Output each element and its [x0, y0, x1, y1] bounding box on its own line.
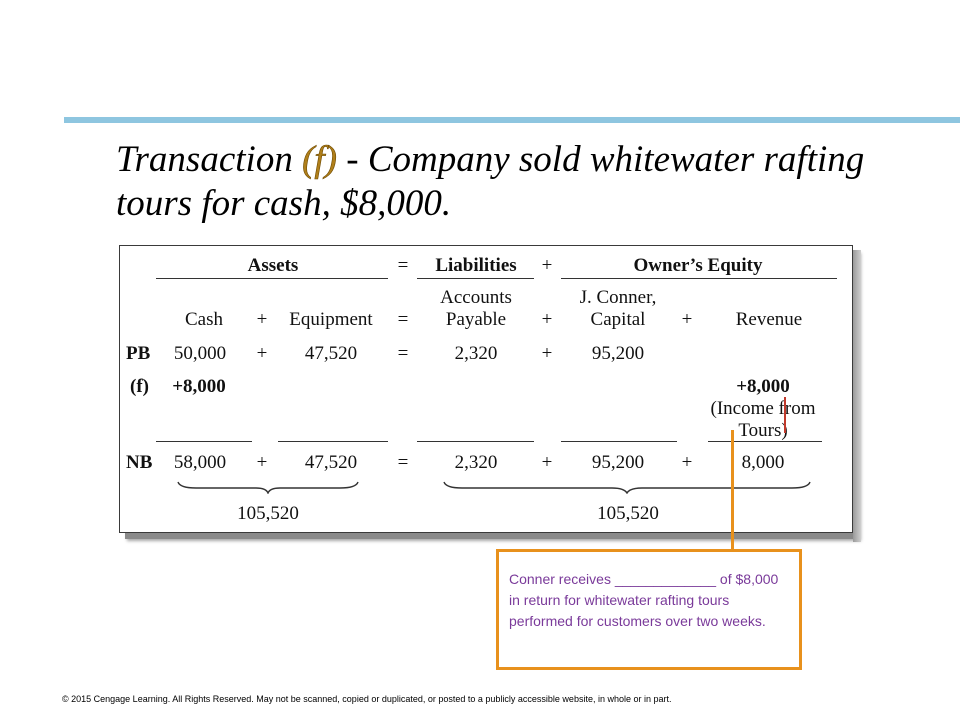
total-assets: 105,520 [237, 503, 299, 524]
rule-assets [156, 278, 388, 279]
nb-capital: 95,200 [591, 452, 645, 473]
liabilities-equity-total-brace [443, 481, 811, 494]
callout-note-text: Conner receives _____________ of $8,000 … [509, 571, 779, 629]
callout-leader-line [731, 430, 734, 552]
panel-shadow [853, 250, 861, 542]
title-prefix: Transaction [116, 139, 293, 180]
header-plus: + [541, 255, 553, 276]
callout-note: Conner receives _____________ of $8,000 … [496, 549, 802, 670]
f-revenue-increase: +8,000 [736, 376, 790, 397]
rule-nb-revenue [708, 441, 822, 442]
accounting-equation-panel: Assets = Liabilities + Owner’s Equity Ca… [119, 245, 861, 542]
title-rest: - Company sold whitewater rafting tours … [116, 139, 865, 224]
assets-total-brace [177, 481, 359, 494]
col-plus-1: + [256, 309, 268, 330]
nb-plus-2: + [541, 452, 553, 473]
col-equals: = [397, 309, 409, 330]
nb-plus-1: + [256, 452, 268, 473]
title-divider [64, 117, 960, 123]
header-assets: Assets [247, 255, 299, 276]
revenue-highlight-marker [780, 397, 786, 433]
col-cash: Cash [185, 309, 223, 330]
header-liabilities: Liabilities [435, 255, 517, 276]
pb-equals: = [397, 343, 409, 364]
f-revenue-note-line2: Tours) [738, 420, 788, 441]
nb-plus-3: + [681, 452, 693, 473]
f-cash-increase: +8,000 [172, 376, 226, 397]
slide-title: Transaction (f) - Company sold whitewate… [116, 138, 916, 226]
pb-plus-2: + [541, 343, 553, 364]
rule-equity [561, 278, 837, 279]
f-revenue-note-line1: (Income from [710, 398, 816, 419]
pb-capital: 95,200 [591, 343, 645, 364]
col-plus-3: + [681, 309, 693, 330]
rule-nb-cash [156, 441, 252, 442]
header-equals: = [397, 255, 409, 276]
col-accounts-line1: Accounts [440, 287, 512, 308]
rule-liabilities [417, 278, 534, 279]
col-plus-2: + [541, 309, 553, 330]
pb-accounts-payable: 2,320 [454, 343, 498, 364]
col-equipment: Equipment [289, 309, 373, 330]
col-revenue: Revenue [735, 309, 803, 330]
rule-nb-ap [417, 441, 534, 442]
pb-plus-1: + [256, 343, 268, 364]
row-nb-label: NB [126, 452, 153, 473]
header-owners-equity: Owner’s Equity [633, 255, 763, 276]
rule-nb-capital [561, 441, 677, 442]
transaction-letter: (f) [302, 139, 338, 181]
row-pb-label: PB [126, 343, 151, 364]
nb-revenue: 8,000 [741, 452, 785, 473]
nb-equipment: 47,520 [304, 452, 358, 473]
nb-cash: 58,000 [173, 452, 227, 473]
pb-equipment: 47,520 [304, 343, 358, 364]
row-f-label: (f) [130, 376, 149, 397]
nb-accounts-payable: 2,320 [454, 452, 498, 473]
col-capital-line2: Capital [590, 309, 646, 330]
col-capital-line1: J. Conner, [579, 287, 657, 308]
copyright-notice: © 2015 Cengage Learning. All Rights Rese… [62, 694, 672, 704]
pb-cash: 50,000 [173, 343, 227, 364]
total-liabilities-equity: 105,520 [597, 503, 659, 524]
nb-equals: = [397, 452, 409, 473]
rule-nb-equipment [278, 441, 388, 442]
col-accounts-line2: Payable [445, 309, 507, 330]
